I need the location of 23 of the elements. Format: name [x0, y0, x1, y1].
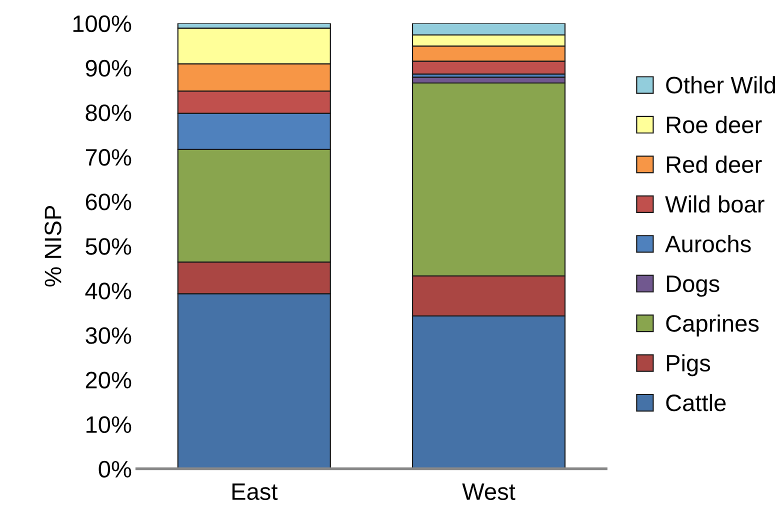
y-tick-label: 10% [86, 416, 132, 434]
y-tick-label: 30% [86, 327, 132, 344]
y-tick-label: 0% [98, 460, 132, 478]
legend-label: Roe deer [666, 116, 762, 134]
y-tick-label: 90% [86, 60, 132, 77]
y-tick-label: 100% [73, 15, 132, 32]
y-tick-label: 50% [86, 238, 132, 255]
x-tick-label: West [462, 484, 516, 500]
y-tick-label: 70% [86, 149, 132, 166]
legend-label: Aurochs [665, 235, 751, 252]
legend-label: Red deer [666, 156, 762, 173]
y-tick-label: 20% [86, 372, 132, 388]
y-axis-title: % NISP [44, 206, 62, 287]
x-tick-label: East [232, 484, 278, 500]
legend-label: Caprines [666, 314, 759, 336]
legend-label: Cattle [666, 394, 726, 412]
legend-label: Other Wild [666, 76, 776, 94]
legend-label: Pigs [666, 354, 710, 376]
y-tick-label: 60% [86, 194, 132, 210]
y-tick-label: 80% [86, 104, 132, 122]
legend-label: Dogs [666, 276, 720, 297]
legend-label: Wild boar [665, 195, 764, 213]
y-tick-label: 40% [85, 282, 132, 300]
